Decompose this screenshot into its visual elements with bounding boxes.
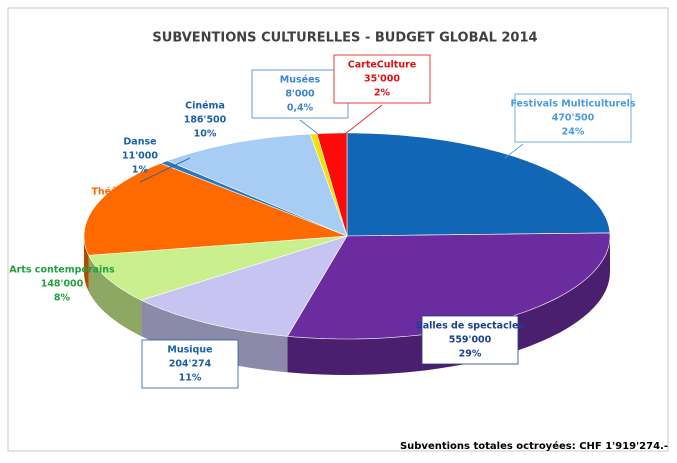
label-box [514,93,632,143]
data-label: Cinéma 186'500 10% [184,101,227,140]
label-text: CarteCulture [348,60,416,71]
label-text: 204'274 [169,359,212,370]
slice-side [287,236,610,375]
label-text: 24% [562,127,585,138]
label-box [333,54,431,104]
label-text: 11'000 [122,151,158,162]
label-text: 470'500 [552,113,595,124]
data-label: Festivals Multiculturels 470'500 24% [504,93,636,159]
label-text: 15% [121,215,144,226]
label-text: Musique [167,345,212,356]
leader-line [339,104,383,139]
label-text: 29% [459,349,482,360]
label-text: Musées [280,75,321,86]
label-text: Salles de spectacles [416,321,525,332]
label-text: Festivals Multiculturels [510,99,635,110]
label-text: 0,4% [287,103,314,114]
label-text: 11% [179,373,202,384]
label-box [141,339,239,389]
label-text: 186'500 [184,115,227,126]
slice [88,235,348,301]
data-label: Théâtre, Opéra 297'000 15% [91,187,172,226]
data-label: Salles de spectacles 559'000 29% [416,315,525,365]
label-text: Danse [123,137,156,148]
leader-line [299,119,319,135]
leader-line [139,157,191,183]
slice-side [88,255,142,337]
slice [140,235,348,337]
slice [83,162,348,256]
footnote: Subventions totales octroyées: CHF 1'919… [400,440,668,452]
chart-title: SUBVENTIONS CULTURELLES - BUDGET GLOBAL … [152,31,537,46]
label-text: Théâtre, Opéra [91,187,172,198]
label-text: Cinéma [185,101,225,112]
data-label: CarteCulture 35'000 2% [333,54,431,139]
data-label: Danse 11'000 1% [122,137,191,183]
label-text: 8'000 [285,89,315,100]
label-text: 8% [54,293,71,304]
label-text: Arts contemporains [9,265,115,276]
slice-side [141,300,288,373]
label-text: 2% [374,88,391,99]
label-box [421,315,519,365]
leader-line [504,143,524,159]
slice-side [84,236,89,292]
label-text: 559'000 [449,335,492,346]
slice [346,132,611,237]
data-label: Musées 8'000 0,4% [251,69,349,135]
label-text: 10% [194,129,217,140]
label-text: 148'000 [41,279,84,290]
label-text: 35'000 [364,74,400,85]
data-label: Musique 204'274 11% [141,339,239,389]
label-box [251,69,349,119]
data-label: Arts contemporains 148'000 8% [9,265,115,304]
slice [166,133,348,237]
label-text: 297'000 [111,201,154,212]
label-text: 1% [132,165,149,176]
